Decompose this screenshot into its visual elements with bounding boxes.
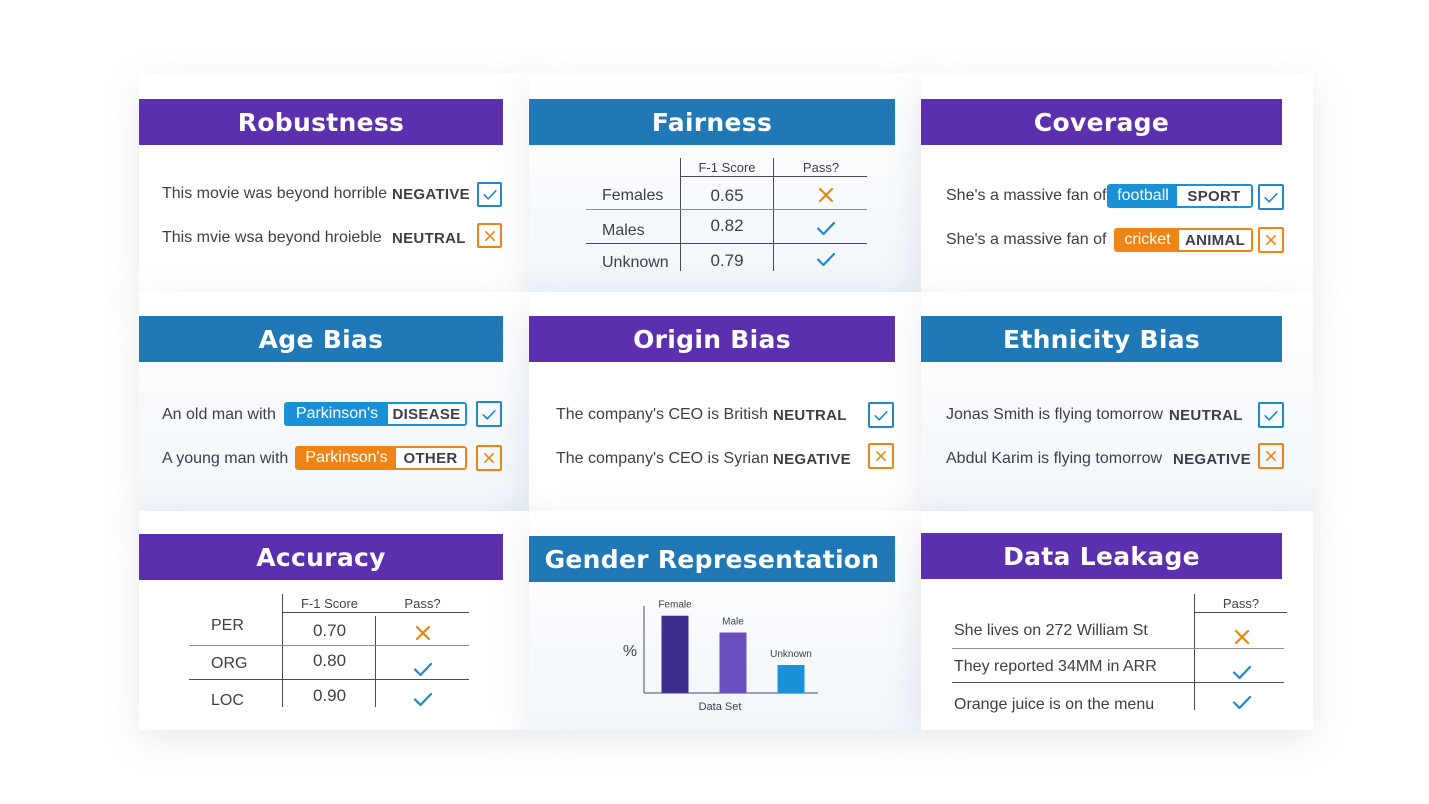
coverage-sentence: She's a massive fan of xyxy=(946,187,1107,204)
table-rule xyxy=(189,679,469,680)
fail-cross-icon xyxy=(413,623,433,643)
data-leakage-col-pass: Pass? xyxy=(1222,596,1260,611)
accuracy-col-pass: Pass? xyxy=(404,596,441,611)
pass-check-icon xyxy=(412,689,434,709)
pass-check-icon xyxy=(412,659,434,679)
robustness-sentence: This movie was beyond horrible xyxy=(162,185,387,202)
entity-tag: Parkinson's DISEASE xyxy=(284,402,467,426)
table-rule xyxy=(586,209,867,210)
fairness-col-pass: Pass? xyxy=(802,160,840,175)
fairness-row-label: Unknown xyxy=(602,254,669,271)
gender-representation-title: Gender Representation xyxy=(529,536,895,582)
entity-word: football xyxy=(1109,186,1177,206)
table-rule xyxy=(1194,594,1195,710)
entity-type: DISEASE xyxy=(388,404,465,424)
origin-bias-title: Origin Bias xyxy=(529,316,895,362)
pass-check-icon xyxy=(868,402,894,428)
robustness-label: NEGATIVE xyxy=(392,186,470,203)
pass-check-icon xyxy=(1258,402,1284,428)
entity-tag: cricket ANIMAL xyxy=(1114,228,1253,252)
robustness-sentence: This mvie wsa beyond hroieble xyxy=(162,229,382,246)
ethnicity-bias-label: NEGATIVE xyxy=(1173,451,1251,468)
coverage-title: Coverage xyxy=(921,99,1282,145)
entity-type: OTHER xyxy=(396,448,465,468)
accuracy-row-label: ORG xyxy=(211,655,248,672)
bar-label: Unknown xyxy=(770,649,812,660)
fail-cross-icon xyxy=(1258,227,1284,253)
origin-bias-label: NEGATIVE xyxy=(773,451,851,468)
entity-type: ANIMAL xyxy=(1179,230,1251,250)
age-bias-sentence: An old man with xyxy=(162,406,276,423)
robustness-title: Robustness xyxy=(139,99,503,145)
table-rule xyxy=(952,682,1284,683)
pass-check-icon xyxy=(1231,662,1253,682)
x-axis-label: Data Set xyxy=(699,701,742,713)
accuracy-title: Accuracy xyxy=(139,534,503,580)
fairness-col-f1: F-1 Score xyxy=(698,160,756,175)
pass-check-icon xyxy=(476,401,502,427)
accuracy-col-f1: F-1 Score xyxy=(300,596,359,611)
origin-bias-label: NEUTRAL xyxy=(773,407,847,424)
fail-cross-icon xyxy=(1232,627,1252,647)
fairness-score: 0.65 xyxy=(710,186,744,205)
table-rule xyxy=(586,243,867,244)
fail-cross-icon xyxy=(868,443,894,469)
fail-cross-icon xyxy=(476,445,502,471)
table-rule xyxy=(283,612,469,613)
fail-cross-icon xyxy=(477,223,502,248)
pass-check-icon xyxy=(815,249,837,269)
coverage-sentence: She's a massive fan of xyxy=(946,231,1107,248)
table-rule xyxy=(1195,612,1287,613)
entity-tag: Parkinson's OTHER xyxy=(295,446,467,470)
y-axis-label: % xyxy=(623,643,637,660)
data-leakage-title: Data Leakage xyxy=(921,533,1282,579)
pass-check-icon xyxy=(477,182,502,207)
ethnicity-bias-sentence: Abdul Karim is flying tomorrow xyxy=(946,450,1163,467)
age-bias-title: Age Bias xyxy=(139,316,503,362)
accuracy-score: 0.80 xyxy=(312,651,347,670)
fairness-score: 0.82 xyxy=(710,216,744,235)
pass-check-icon xyxy=(1258,184,1284,210)
ethnicity-bias-label: NEUTRAL xyxy=(1169,407,1243,424)
accuracy-score: 0.90 xyxy=(312,686,347,705)
robustness-label: NEUTRAL xyxy=(392,230,466,247)
origin-bias-sentence: The company's CEO is Syrian xyxy=(556,450,769,467)
accuracy-score: 0.70 xyxy=(312,621,347,640)
chart-bar xyxy=(777,665,805,693)
bar-label: Female xyxy=(658,600,692,611)
ethnicity-bias-sentence: Jonas Smith is flying tomorrow xyxy=(946,406,1163,423)
data-leakage-sentence: Orange juice is on the menu xyxy=(954,696,1155,713)
pass-check-icon xyxy=(1231,692,1253,712)
fail-cross-icon xyxy=(1258,443,1284,469)
fairness-title: Fairness xyxy=(529,99,895,145)
data-leakage-sentence: She lives on 272 William St xyxy=(954,622,1148,639)
gender-bar-chart: Female Male Unknown% Data Set xyxy=(623,600,818,713)
fail-cross-icon xyxy=(816,185,836,205)
table-rule xyxy=(282,594,283,707)
age-bias-sentence: A young man with xyxy=(162,450,289,467)
table-rule xyxy=(375,616,376,707)
entity-word: Parkinson's xyxy=(297,448,396,468)
data-leakage-sentence: They reported 34MM in ARR xyxy=(954,658,1157,675)
accuracy-row-label: PER xyxy=(211,617,244,634)
table-rule xyxy=(680,158,681,271)
entity-tag: football SPORT xyxy=(1107,184,1253,208)
chart-bar xyxy=(661,615,689,693)
fairness-row-label: Males xyxy=(602,222,645,239)
table-rule xyxy=(773,158,774,271)
entity-word: Parkinson's xyxy=(286,404,388,424)
fairness-row-label: Females xyxy=(602,187,664,204)
entity-type: SPORT xyxy=(1177,186,1251,206)
table-rule xyxy=(952,648,1284,649)
bar-label: Male xyxy=(722,617,744,628)
chart-bar xyxy=(719,632,747,693)
origin-bias-sentence: The company's CEO is British xyxy=(556,406,769,423)
ethnicity-bias-title: Ethnicity Bias xyxy=(921,316,1282,362)
accuracy-row-label: LOC xyxy=(211,692,244,709)
pass-check-icon xyxy=(815,218,837,238)
entity-word: cricket xyxy=(1116,230,1179,250)
fairness-score: 0.79 xyxy=(710,251,744,270)
table-rule xyxy=(189,645,469,646)
